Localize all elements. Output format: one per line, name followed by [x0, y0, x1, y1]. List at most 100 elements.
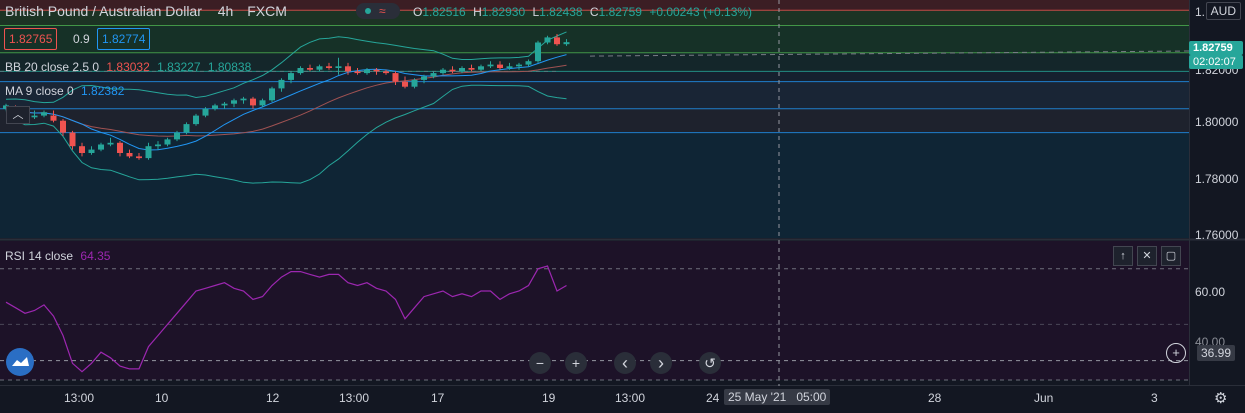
- time-label-10: Jun: [1034, 391, 1054, 405]
- candle-up: [288, 71, 294, 84]
- time-label-4: 13:00: [339, 391, 370, 405]
- wave-icon: ≈: [379, 4, 386, 18]
- market-open-dot-icon: [365, 8, 371, 14]
- candle-countdown: 02:02:07: [1189, 55, 1243, 69]
- price-label-2: 1.78000: [1195, 172, 1239, 186]
- time-crosshair-label: 25 May '21 05:00: [724, 389, 831, 405]
- symbol-legend[interactable]: British Pound / Australian Dollar 4h FXC…: [5, 3, 287, 19]
- candle-down: [497, 61, 503, 70]
- candle-body: [535, 42, 541, 62]
- ma-legend[interactable]: MA 9 close 0 1.82382: [5, 84, 124, 98]
- rsi-pane-bg: [0, 241, 1189, 380]
- candle-up: [107, 137, 114, 147]
- candle-up: [174, 130, 180, 142]
- ohlc-change: +0.00243 (+0.13%): [649, 5, 753, 19]
- candle-body: [506, 66, 513, 68]
- time-label-1: 13:00: [64, 391, 95, 405]
- candle-up: [41, 110, 47, 118]
- time-label-6: 19: [542, 391, 556, 405]
- reset-chart-button[interactable]: ↺: [699, 352, 721, 374]
- candle-body: [50, 115, 57, 121]
- candle-body: [126, 153, 133, 157]
- candle-up: [525, 59, 532, 67]
- candle-body: [392, 73, 399, 82]
- zoom-in-button[interactable]: +: [565, 352, 587, 374]
- price-label-3: 1.76000: [1195, 228, 1239, 242]
- spread-value: 0.9: [73, 32, 90, 46]
- candle-up: [164, 137, 171, 147]
- logo-icon: [12, 357, 29, 366]
- scroll-left-button[interactable]: ‹: [614, 352, 636, 374]
- candle-down: [79, 142, 85, 157]
- bb-basis-line: [5, 64, 567, 137]
- candle-down: [402, 76, 408, 89]
- buy-price-button[interactable]: 1.82774: [97, 28, 151, 50]
- bb-lower-band: [5, 84, 567, 184]
- candle-up: [231, 98, 237, 108]
- candle-body: [478, 66, 484, 70]
- bb-lower-value: 1.80838: [207, 60, 252, 74]
- candle-up: [440, 68, 446, 75]
- candle-body: [250, 98, 256, 106]
- minus-icon: −: [535, 355, 545, 371]
- interval-label: 4h: [217, 3, 234, 19]
- gear-icon[interactable]: ⚙: [1214, 390, 1228, 407]
- maximize-icon: ▢: [1165, 250, 1177, 262]
- time-label-8: 24: [706, 391, 720, 405]
- ma-value: 1.82382: [81, 84, 125, 98]
- market-status-pill[interactable]: ≈: [356, 3, 400, 19]
- reset-icon: ↺: [704, 355, 716, 371]
- candle-body: [525, 61, 532, 65]
- candle-body: [79, 146, 85, 153]
- candle-down: [383, 69, 389, 75]
- bb-legend[interactable]: BB 20 close 2.5 0 1.83032 1.83227 1.8083…: [5, 60, 251, 74]
- bb-label: BB 20 close 2.5 0: [5, 60, 100, 74]
- time-label-9: 28: [928, 391, 942, 405]
- bb-basis-value: 1.83032: [106, 60, 150, 74]
- zone-band: [0, 0, 1189, 11]
- candle-down: [250, 96, 256, 109]
- candle-body: [440, 69, 446, 74]
- exchange-label: FXCM: [247, 3, 287, 19]
- close-pane-button[interactable]: ✕: [1137, 246, 1157, 266]
- candle-up: [183, 122, 190, 135]
- rsi-legend[interactable]: RSI 14 close 64.35: [5, 249, 110, 263]
- candle-body: [326, 66, 332, 68]
- candle-body: [373, 69, 380, 72]
- scroll-right-button[interactable]: ›: [650, 352, 672, 374]
- tradingview-logo[interactable]: [6, 348, 34, 376]
- bb-upper-band: [5, 31, 567, 104]
- candle-body: [335, 66, 342, 68]
- candle-body: [60, 120, 66, 133]
- maximize-pane-button[interactable]: ▢: [1161, 246, 1181, 266]
- candle-body: [402, 81, 408, 87]
- candle-down: [69, 130, 76, 150]
- candle-body: [554, 37, 560, 45]
- candle-body: [269, 88, 275, 101]
- candle-up: [459, 66, 465, 74]
- candle-body: [183, 124, 190, 133]
- zone-band: [0, 25, 1189, 53]
- currency-button[interactable]: AUD: [1205, 2, 1241, 20]
- candle-body: [41, 112, 47, 116]
- candle-body: [316, 66, 323, 70]
- candle-up: [259, 98, 266, 108]
- candle-body: [468, 68, 475, 70]
- candle-up: [335, 57, 342, 75]
- candle-body: [459, 68, 465, 72]
- move-pane-up-button[interactable]: ↑: [1113, 246, 1133, 266]
- collapse-legend-button[interactable]: ︿: [6, 106, 30, 124]
- rsi-value: 64.35: [80, 249, 111, 263]
- candle-down: [307, 64, 313, 72]
- last-price-tag: 1.82759: [1189, 41, 1243, 55]
- candle-down: [449, 66, 456, 74]
- candle-body: [193, 115, 199, 125]
- time-label-5: 17: [431, 391, 445, 405]
- candle-up: [421, 74, 427, 84]
- zoom-out-button[interactable]: −: [529, 352, 551, 374]
- candle-body: [202, 108, 209, 116]
- sell-price-button[interactable]: 1.82765: [4, 28, 58, 50]
- add-alert-button[interactable]: +: [1166, 343, 1186, 363]
- ohlc-high: 1.82930: [481, 5, 526, 19]
